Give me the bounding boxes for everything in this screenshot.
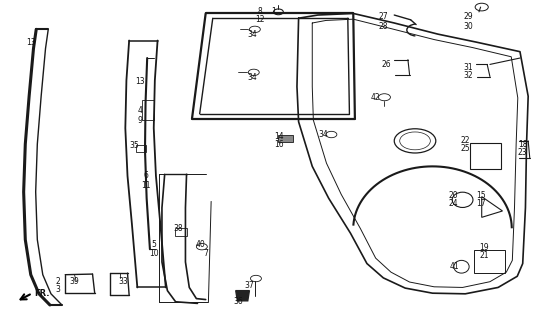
Text: 13: 13 xyxy=(26,38,36,47)
Text: 23: 23 xyxy=(518,148,528,157)
Text: 38: 38 xyxy=(174,224,183,233)
Bar xyxy=(174,228,186,236)
Text: 18: 18 xyxy=(518,140,528,149)
Text: 7: 7 xyxy=(203,250,208,259)
Text: 29: 29 xyxy=(463,12,473,21)
Text: 32: 32 xyxy=(463,71,473,80)
Text: FR.: FR. xyxy=(35,289,50,298)
Bar xyxy=(142,100,154,120)
Text: 31: 31 xyxy=(463,63,473,72)
Text: 36: 36 xyxy=(233,297,243,306)
Text: 24: 24 xyxy=(448,198,458,207)
Text: 30: 30 xyxy=(463,22,473,31)
Text: 41: 41 xyxy=(449,262,459,271)
Bar xyxy=(136,145,146,152)
Text: 35: 35 xyxy=(130,141,140,150)
Text: 11: 11 xyxy=(141,181,150,190)
Bar xyxy=(473,250,505,273)
Text: 8: 8 xyxy=(258,7,262,16)
Text: 22: 22 xyxy=(460,136,470,145)
Text: 28: 28 xyxy=(379,22,388,31)
Text: 20: 20 xyxy=(448,190,458,200)
Text: 12: 12 xyxy=(255,15,265,24)
Polygon shape xyxy=(236,291,249,301)
Text: 34: 34 xyxy=(247,73,257,82)
Bar xyxy=(470,143,501,169)
Text: 5: 5 xyxy=(151,240,156,249)
Text: 10: 10 xyxy=(149,250,158,259)
Text: 17: 17 xyxy=(476,198,486,207)
Text: 39: 39 xyxy=(70,276,79,285)
Text: 26: 26 xyxy=(381,60,391,69)
Text: 33: 33 xyxy=(119,276,129,285)
Text: 14: 14 xyxy=(275,132,284,140)
Text: 13: 13 xyxy=(135,77,145,86)
Text: 27: 27 xyxy=(379,12,388,21)
Text: 1: 1 xyxy=(272,7,276,16)
Text: 42: 42 xyxy=(370,93,380,102)
Text: 34: 34 xyxy=(318,130,328,139)
Bar xyxy=(278,135,293,142)
Text: 37: 37 xyxy=(244,281,254,290)
Text: 40: 40 xyxy=(195,240,205,249)
Text: 2: 2 xyxy=(56,276,60,285)
Text: 21: 21 xyxy=(480,251,489,260)
Text: 19: 19 xyxy=(480,243,489,252)
Text: 25: 25 xyxy=(460,144,470,153)
Text: 3: 3 xyxy=(56,284,60,293)
Text: 4: 4 xyxy=(138,106,142,115)
Text: 6: 6 xyxy=(143,172,148,180)
Text: 16: 16 xyxy=(275,140,284,149)
Text: 9: 9 xyxy=(138,116,142,125)
Text: 34: 34 xyxy=(247,30,257,39)
Text: 15: 15 xyxy=(476,190,486,200)
